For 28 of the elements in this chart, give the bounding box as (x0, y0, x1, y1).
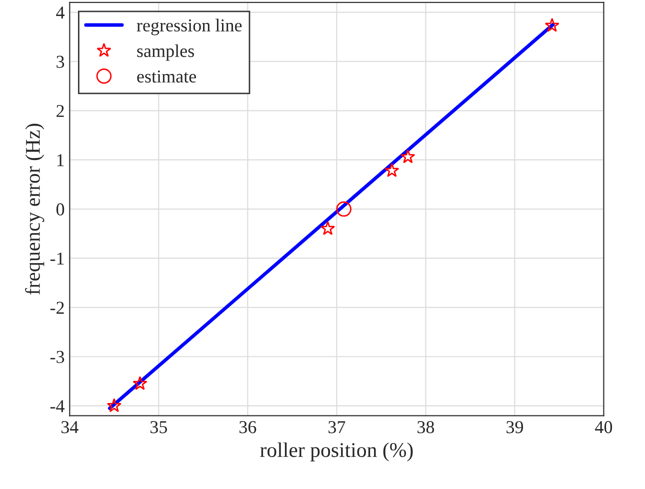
x-tick-label: 37 (328, 421, 346, 434)
y-tick-label: -4 (50, 400, 65, 412)
x-tick-label: 39 (506, 421, 523, 434)
point (106, 398, 122, 412)
y-tick-label: 0 (56, 203, 64, 216)
point (400, 149, 416, 164)
point (132, 376, 148, 390)
legend-label: regression line (136, 18, 242, 36)
y-tick-label: 2 (56, 104, 64, 117)
x-tick-label: 36 (240, 421, 256, 434)
point (544, 18, 560, 32)
y-tick-label: 1 (57, 154, 64, 166)
x-tick-label: 40 (595, 421, 612, 434)
y-tick-label: 3 (56, 56, 64, 68)
point (320, 221, 336, 236)
y-tick-label: -1 (50, 252, 64, 265)
point (336, 201, 352, 217)
y-axis-title: frequency error (Hz) (25, 124, 44, 295)
y-tick-label: -2 (50, 302, 64, 314)
x-tick-label: 34 (61, 421, 78, 434)
x-tick-label: 38 (418, 421, 434, 434)
point (384, 163, 400, 177)
x-tick-label: 35 (150, 421, 167, 434)
legend-label: estimate (137, 70, 196, 83)
y-tick-label: -3 (50, 350, 64, 364)
legend-label: samples (137, 44, 194, 61)
y-tick-label: 4 (56, 6, 65, 19)
x-axis-title: roller position (%) (260, 442, 413, 462)
